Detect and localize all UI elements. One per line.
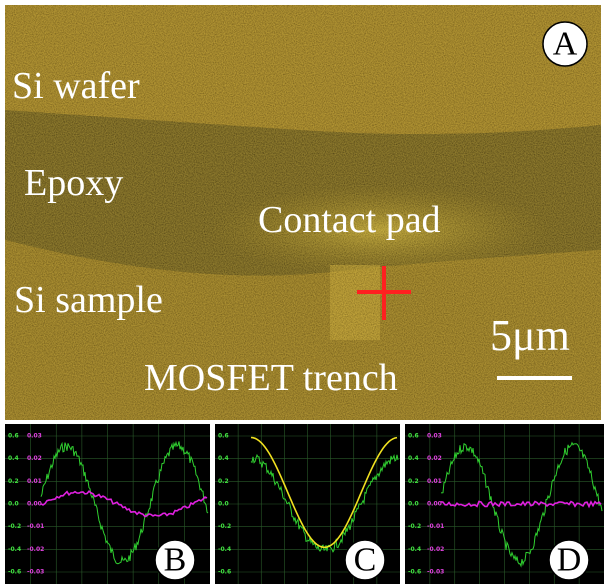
plots: 0.60.40.20.0-0.2-0.4-0.60.030.020.010.00…: [5, 424, 604, 584]
panel-label: A: [553, 26, 578, 63]
right-tick-label: 0.01: [427, 478, 442, 485]
left-tick-label: 0.4: [218, 455, 229, 462]
right-tick-label: -0.02: [27, 546, 44, 553]
left-tick-label: -0.6: [218, 569, 231, 576]
region-label: Si sample: [14, 279, 163, 321]
right-tick-label: 0.01: [27, 478, 42, 485]
micrograph: A Si wafer Epoxy Contact pad Si sample M…: [5, 5, 601, 420]
left-tick-label: -0.2: [8, 523, 21, 530]
right-tick-label: -0.01: [27, 523, 44, 530]
waveform-plot: 0.6 0.4 0.2 0.0 -0.2 -0.4 -0.6 0.03 0.02 0.01 0.00…: [405, 424, 604, 584]
right-tick-label: 0.02: [427, 455, 442, 462]
right-tick-label: -0.03: [427, 569, 444, 576]
right-tick-label: 0.00: [27, 501, 42, 508]
left-tick-label: 0.6: [218, 433, 229, 440]
panel-label: B: [164, 542, 187, 579]
right-tick-label: 0.03: [427, 433, 442, 440]
right-tick-label: 0.03: [27, 433, 42, 440]
left-tick-label: 0.0: [8, 501, 19, 508]
left-tick-label: 0.0: [408, 501, 419, 508]
left-tick-label: -0.2: [218, 523, 231, 530]
left-tick-label: 0.2: [8, 478, 19, 485]
panel-label: C: [354, 542, 377, 579]
left-tick-label: -0.4: [8, 546, 21, 553]
left-tick-label: 0.2: [408, 478, 419, 485]
right-tick-label: -0.01: [427, 523, 444, 530]
left-tick-label: 0.6: [8, 433, 19, 440]
left-tick-label: 0.4: [8, 455, 19, 462]
left-tick-label: 0.0: [218, 501, 229, 508]
right-tick-label: -0.02: [427, 546, 444, 553]
left-tick-label: -0.6: [8, 569, 21, 576]
region-label: Contact pad: [258, 199, 441, 241]
left-tick-label: -0.4: [408, 546, 421, 553]
right-tick-label: 0.00: [427, 501, 442, 508]
left-tick-label: 0.6: [408, 433, 419, 440]
right-tick-label: -0.03: [27, 569, 44, 576]
figure: A Si wafer Epoxy Contact pad Si sample M…: [0, 0, 604, 584]
left-tick-label: -0.4: [218, 546, 231, 553]
left-tick-label: -0.6: [408, 569, 421, 576]
right-tick-label: 0.02: [27, 455, 42, 462]
panel-label: D: [557, 542, 582, 579]
left-tick-label: 0.4: [408, 455, 419, 462]
region-label: Si wafer: [12, 65, 140, 107]
left-tick-label: 0.2: [218, 478, 229, 485]
waveform-plot: 0.6 0.4 0.2 0.0 -0.2 -0.4 -0.6 C: [215, 424, 400, 584]
region-label: MOSFET trench: [144, 357, 398, 399]
scale-bar-label: 5μm: [490, 311, 570, 360]
waveform-plot: 0.6 0.4 0.2 0.0 -0.2 -0.4 -0.6 0.03 0.02 0.01 0.00…: [5, 424, 210, 584]
left-tick-label: -0.2: [408, 523, 421, 530]
region-label: Epoxy: [24, 162, 123, 204]
